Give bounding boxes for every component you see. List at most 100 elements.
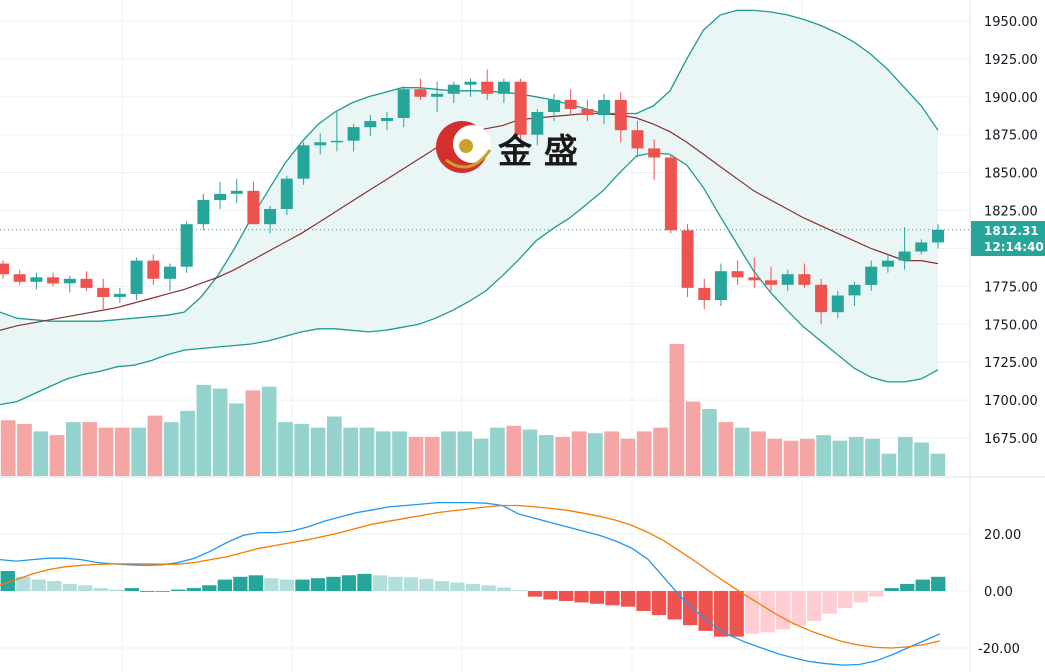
candle-body[interactable] xyxy=(531,112,544,135)
macd-histogram-bar xyxy=(155,591,170,592)
candle-body[interactable] xyxy=(681,230,694,288)
candle-body[interactable] xyxy=(180,224,193,267)
price-axis[interactable]: 1950.00 1925.00 1900.00 1875.00 1850.00 1825.… xyxy=(978,15,1038,657)
macd-histogram-bar xyxy=(233,576,248,592)
price-tick-label: 1750.00 xyxy=(984,318,1038,333)
candle-body[interactable] xyxy=(30,277,43,282)
candle-body[interactable] xyxy=(631,130,644,149)
price-tick-label: 1700.00 xyxy=(984,394,1038,409)
last-price-tag: 1812.31 12:14:40 xyxy=(971,221,1045,256)
candle-body[interactable] xyxy=(397,89,410,118)
macd-tick-label: -20.00 xyxy=(978,642,1020,657)
candle-body[interactable] xyxy=(147,260,160,279)
candle-body[interactable] xyxy=(347,127,360,141)
volume-bar xyxy=(653,427,668,476)
macd-histogram-bar xyxy=(651,591,667,616)
volume-bars xyxy=(0,343,946,477)
candle-body[interactable] xyxy=(497,81,510,94)
macd-histogram-bar xyxy=(341,575,357,591)
candle-body[interactable] xyxy=(848,284,861,296)
candle-body[interactable] xyxy=(481,81,494,94)
macd-histogram-bar xyxy=(776,591,791,630)
macd-histogram-bar xyxy=(807,591,822,621)
candle-body[interactable] xyxy=(698,287,711,300)
candle-body[interactable] xyxy=(247,190,260,225)
jinsheng-logo-icon xyxy=(436,121,492,173)
candle-body[interactable] xyxy=(164,266,176,279)
candle-body[interactable] xyxy=(564,99,577,109)
candle-body[interactable] xyxy=(548,99,560,112)
bollinger-fill xyxy=(0,10,938,405)
volume-bar xyxy=(261,386,277,476)
candle-body[interactable] xyxy=(881,260,894,267)
candle-body[interactable] xyxy=(664,157,677,231)
candle-body[interactable] xyxy=(330,140,343,143)
candle-body[interactable] xyxy=(614,99,627,131)
last-price-time: 12:14:40 xyxy=(984,240,1044,254)
candle-body[interactable] xyxy=(381,118,393,121)
candle-body[interactable] xyxy=(464,81,477,85)
candle-body[interactable] xyxy=(297,145,310,179)
macd-histogram-bar xyxy=(388,576,403,592)
candle-body[interactable] xyxy=(898,251,911,261)
candle-body[interactable] xyxy=(13,274,26,282)
volume-bar xyxy=(294,423,310,476)
candle-body[interactable] xyxy=(748,277,761,281)
volume-bar xyxy=(17,423,32,476)
candle-body[interactable] xyxy=(314,142,327,146)
candle-body[interactable] xyxy=(230,190,243,194)
macd-histogram-bar xyxy=(434,581,450,591)
candle-body[interactable] xyxy=(197,199,210,225)
volume-bar xyxy=(408,436,424,476)
volume-bar xyxy=(897,436,913,476)
volume-bar xyxy=(490,427,505,476)
macd-tick-label: 20.00 xyxy=(984,528,1021,543)
candle-body[interactable] xyxy=(264,209,277,225)
candlesticks[interactable] xyxy=(0,69,944,325)
candle-body[interactable] xyxy=(431,93,444,97)
candle-body[interactable] xyxy=(214,193,227,200)
macd-histogram-bar xyxy=(186,588,201,591)
candle-body[interactable] xyxy=(447,84,460,94)
candle-body[interactable] xyxy=(815,284,828,313)
candle-body[interactable] xyxy=(364,121,377,128)
macd-histogram-bar xyxy=(109,589,124,591)
candle-body[interactable] xyxy=(648,148,661,158)
volume-bar xyxy=(66,422,81,476)
volume-bar xyxy=(392,431,407,476)
candle-body[interactable] xyxy=(97,287,110,297)
candle-body[interactable] xyxy=(831,295,844,313)
price-tick-label: 1950.00 xyxy=(984,15,1038,30)
candle-body[interactable] xyxy=(731,271,744,278)
macd-tick-label: 0.00 xyxy=(984,585,1013,600)
macd-histogram-bar xyxy=(558,591,574,601)
price-tick-label: 1925.00 xyxy=(984,53,1038,68)
candle-body[interactable] xyxy=(915,242,928,252)
candle-body[interactable] xyxy=(765,280,777,285)
candle-body[interactable] xyxy=(113,293,126,297)
macd-histogram-bar xyxy=(93,588,108,591)
macd-histogram-bar xyxy=(636,591,651,611)
candle-body[interactable] xyxy=(798,274,811,285)
candle-body[interactable] xyxy=(514,81,527,135)
volume-bar xyxy=(0,420,16,476)
candle-body[interactable] xyxy=(865,266,878,285)
candle-body[interactable] xyxy=(130,260,143,294)
candle-body[interactable] xyxy=(80,278,93,288)
volume-bar xyxy=(310,427,326,476)
candle-body[interactable] xyxy=(47,277,60,284)
candle-body[interactable] xyxy=(581,108,594,115)
candle-body[interactable] xyxy=(63,278,76,284)
volume-bar xyxy=(718,422,734,476)
candle-body[interactable] xyxy=(781,274,794,285)
candle-body[interactable] xyxy=(0,263,9,275)
candle-body[interactable] xyxy=(280,178,293,209)
candle-body[interactable] xyxy=(414,89,427,97)
volume-bar xyxy=(212,388,228,476)
volume-bar xyxy=(636,431,652,476)
bollinger-upper-line xyxy=(0,9,939,322)
candle-body[interactable] xyxy=(598,99,611,116)
candle-body[interactable] xyxy=(932,229,944,243)
candle-body[interactable] xyxy=(714,271,727,300)
